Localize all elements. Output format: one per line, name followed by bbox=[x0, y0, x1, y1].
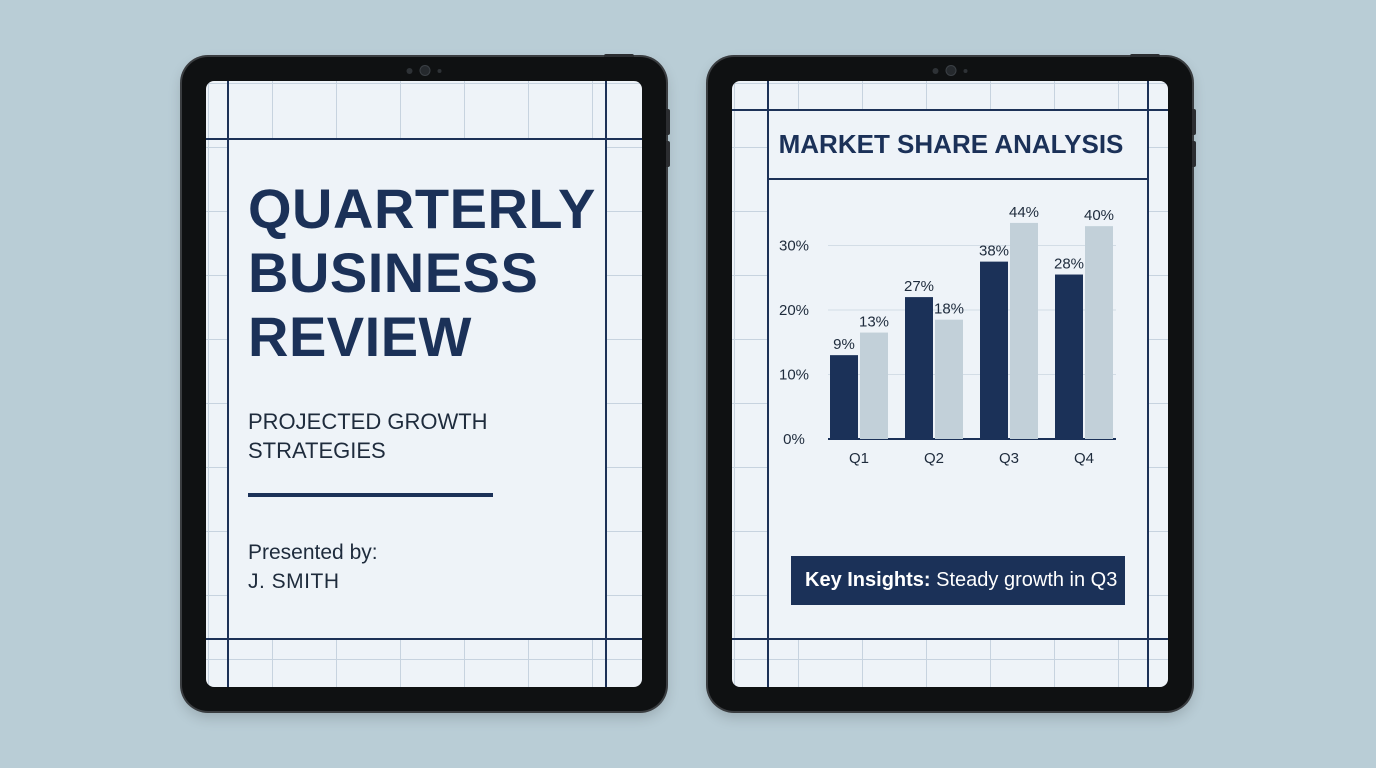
bar bbox=[935, 319, 963, 439]
volume-up-button bbox=[666, 109, 670, 135]
x-tick-label: Q4 bbox=[1074, 450, 1094, 467]
presenter-name: J. SMITH bbox=[248, 570, 340, 593]
title-rule bbox=[769, 178, 1147, 180]
presentation-subtitle: PROJECTED GROWTH STRATEGIES bbox=[248, 407, 488, 465]
bar bbox=[830, 355, 858, 439]
x-tick-label: Q2 bbox=[924, 450, 944, 467]
x-tick-label: Q3 bbox=[999, 450, 1019, 467]
bar-data-label: 27% bbox=[904, 278, 934, 295]
camera-icon bbox=[406, 66, 442, 75]
bar-data-label: 38% bbox=[979, 243, 1009, 260]
bar bbox=[860, 332, 888, 439]
volume-down-button bbox=[1192, 141, 1196, 167]
content-panel bbox=[229, 140, 605, 638]
subtitle-line: PROJECTED GROWTH bbox=[248, 409, 488, 434]
slide-frame bbox=[767, 81, 1149, 687]
bar-data-label: 28% bbox=[1054, 256, 1084, 273]
volume-up-button bbox=[1192, 109, 1196, 135]
insight-label: Key Insights: bbox=[805, 569, 931, 591]
subtitle-line: STRATEGIES bbox=[248, 438, 386, 463]
tablet-left: QUARTERLY BUSINESS REVIEW PROJECTED GROW… bbox=[182, 54, 670, 711]
tablet-right: MARKET SHARE ANALYSIS 0% 10% 20% 30% 40% 9%13… bbox=[708, 54, 1196, 711]
x-tick-label: Q1 bbox=[849, 450, 869, 467]
title-line: QUARTERLY bbox=[248, 177, 596, 240]
insight-text: Steady growth in Q3 bbox=[936, 569, 1118, 591]
top-rule bbox=[732, 109, 1168, 111]
presenter-label: Presented by: bbox=[248, 541, 378, 564]
bar bbox=[980, 261, 1008, 439]
volume-down-button bbox=[666, 141, 670, 167]
y-tick-label: 30% bbox=[779, 238, 809, 255]
bar-data-label: 44% bbox=[1009, 205, 1039, 221]
bottom-rule bbox=[732, 638, 1168, 640]
camera-icon bbox=[932, 66, 968, 75]
title-line: REVIEW bbox=[248, 305, 472, 368]
bar bbox=[905, 297, 933, 439]
bar-data-label: 13% bbox=[859, 314, 889, 331]
y-tick-label: 10% bbox=[779, 367, 809, 384]
title-line: BUSINESS bbox=[248, 241, 539, 304]
chart-title: MARKET SHARE ANALYSIS bbox=[778, 129, 1124, 159]
bar bbox=[1055, 274, 1083, 439]
power-button bbox=[1130, 54, 1160, 57]
title-slide[interactable]: QUARTERLY BUSINESS REVIEW PROJECTED GROW… bbox=[206, 81, 642, 687]
bar-data-label: 40% bbox=[1084, 207, 1114, 224]
bar-data-label: 18% bbox=[934, 301, 964, 318]
key-insights-box: Key Insights: Steady growth in Q3 bbox=[791, 556, 1125, 605]
bar bbox=[1010, 222, 1038, 439]
chart-slide[interactable]: MARKET SHARE ANALYSIS 0% 10% 20% 30% 40% 9%13… bbox=[732, 81, 1168, 687]
bar-data-label: 9% bbox=[833, 336, 855, 353]
y-tick-label: 0% bbox=[783, 431, 805, 448]
bar-chart: 0% 10% 20% 30% 40% 9%13% Q1 27%18% Q2 38% 44% Q3 28%… bbox=[779, 205, 1116, 467]
slide-frame bbox=[227, 81, 607, 687]
presentation-title: QUARTERLY BUSINESS REVIEW bbox=[248, 177, 596, 369]
title-divider bbox=[248, 493, 493, 497]
y-tick-label: 20% bbox=[779, 302, 809, 319]
bottom-rule bbox=[206, 638, 642, 640]
top-rule bbox=[206, 138, 642, 140]
bar bbox=[1085, 226, 1113, 439]
power-button bbox=[604, 54, 634, 57]
